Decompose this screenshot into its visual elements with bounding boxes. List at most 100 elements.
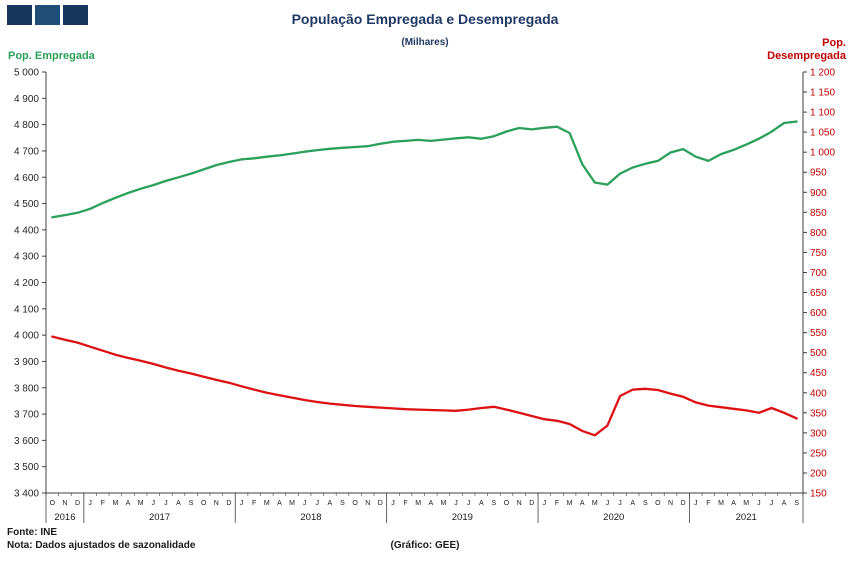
svg-text:3 900: 3 900 (14, 357, 39, 368)
svg-text:F: F (555, 500, 559, 507)
svg-text:2016: 2016 (54, 512, 75, 523)
svg-text:900: 900 (810, 188, 827, 199)
svg-text:J: J (694, 500, 698, 507)
svg-text:200: 200 (810, 468, 827, 479)
svg-text:1 100: 1 100 (810, 108, 835, 119)
svg-text:1 000: 1 000 (810, 148, 835, 159)
svg-text:S: S (643, 500, 648, 507)
svg-text:2020: 2020 (603, 512, 624, 523)
svg-text:1 200: 1 200 (810, 68, 835, 79)
svg-text:M: M (743, 500, 749, 507)
svg-text:D: D (226, 500, 231, 507)
svg-text:650: 650 (810, 288, 827, 299)
svg-text:600: 600 (810, 308, 827, 319)
svg-text:J: J (240, 500, 244, 507)
svg-text:N: N (62, 500, 67, 507)
logo-square-icon (35, 5, 60, 25)
svg-text:450: 450 (810, 368, 827, 379)
svg-text:4 800: 4 800 (14, 120, 39, 131)
svg-text:4 300: 4 300 (14, 252, 39, 263)
svg-text:4 000: 4 000 (14, 331, 39, 342)
svg-text:J: J (467, 500, 471, 507)
svg-text:N: N (668, 500, 673, 507)
publisher-logo (7, 5, 88, 25)
svg-text:4 100: 4 100 (14, 304, 39, 315)
svg-text:J: J (454, 500, 458, 507)
svg-text:4 200: 4 200 (14, 278, 39, 289)
svg-text:3 400: 3 400 (14, 489, 39, 500)
svg-text:A: A (580, 500, 585, 507)
svg-text:4 400: 4 400 (14, 225, 39, 236)
svg-text:A: A (176, 500, 181, 507)
svg-text:F: F (403, 500, 407, 507)
svg-text:D: D (681, 500, 686, 507)
svg-text:M: M (567, 500, 573, 507)
svg-text:J: J (757, 500, 761, 507)
svg-text:1 150: 1 150 (810, 88, 835, 99)
svg-text:J: J (391, 500, 395, 507)
svg-text:A: A (328, 500, 333, 507)
svg-text:A: A (630, 500, 635, 507)
svg-text:J: J (164, 500, 168, 507)
svg-text:550: 550 (810, 328, 827, 339)
svg-text:O: O (50, 500, 56, 507)
svg-text:750: 750 (810, 248, 827, 259)
svg-text:2017: 2017 (149, 512, 170, 523)
svg-text:3 500: 3 500 (14, 462, 39, 473)
svg-text:O: O (201, 500, 207, 507)
svg-text:1 050: 1 050 (810, 128, 835, 139)
svg-text:M: M (415, 500, 421, 507)
svg-text:A: A (782, 500, 787, 507)
svg-text:2019: 2019 (452, 512, 473, 523)
svg-text:M: M (592, 500, 598, 507)
svg-text:J: J (303, 500, 307, 507)
logo-square-icon (7, 5, 32, 25)
chart-title: População Empregada e Desempregada (291, 11, 559, 27)
svg-text:250: 250 (810, 448, 827, 459)
svg-text:4 900: 4 900 (14, 94, 39, 105)
svg-text:4 600: 4 600 (14, 173, 39, 184)
svg-text:S: S (492, 500, 497, 507)
svg-text:A: A (277, 500, 282, 507)
svg-text:150: 150 (810, 489, 827, 500)
methodology-note: Nota: Dados ajustados de sazonalidade (7, 540, 196, 551)
credit-note: (Gráfico: GEE) (390, 540, 460, 551)
svg-text:D: D (529, 500, 534, 507)
svg-text:O: O (352, 500, 358, 507)
svg-text:S: S (340, 500, 345, 507)
svg-text:4 700: 4 700 (14, 146, 39, 157)
svg-text:J: J (606, 500, 610, 507)
svg-text:4 500: 4 500 (14, 199, 39, 210)
right-axis-title: Pop. Desempregada (767, 37, 846, 62)
svg-text:2018: 2018 (300, 512, 321, 523)
svg-text:A: A (479, 500, 484, 507)
svg-text:A: A (731, 500, 736, 507)
svg-text:A: A (126, 500, 131, 507)
svg-text:350: 350 (810, 408, 827, 419)
svg-text:400: 400 (810, 388, 827, 399)
svg-text:3 700: 3 700 (14, 410, 39, 421)
svg-text:D: D (75, 500, 80, 507)
svg-text:800: 800 (810, 228, 827, 239)
svg-text:M: M (138, 500, 144, 507)
svg-text:D: D (378, 500, 383, 507)
svg-text:O: O (655, 500, 661, 507)
svg-text:F: F (252, 500, 256, 507)
svg-text:2021: 2021 (736, 512, 757, 523)
svg-text:M: M (264, 500, 270, 507)
svg-text:F: F (101, 500, 105, 507)
svg-text:850: 850 (810, 208, 827, 219)
svg-text:N: N (365, 500, 370, 507)
svg-text:5 000: 5 000 (14, 68, 39, 79)
svg-text:J: J (770, 500, 774, 507)
svg-text:700: 700 (810, 268, 827, 279)
svg-text:J: J (543, 500, 547, 507)
svg-text:O: O (504, 500, 510, 507)
svg-text:M: M (718, 500, 724, 507)
svg-text:J: J (618, 500, 622, 507)
source-note: Fonte: INE (7, 527, 57, 538)
svg-text:S: S (794, 500, 799, 507)
svg-text:N: N (517, 500, 522, 507)
